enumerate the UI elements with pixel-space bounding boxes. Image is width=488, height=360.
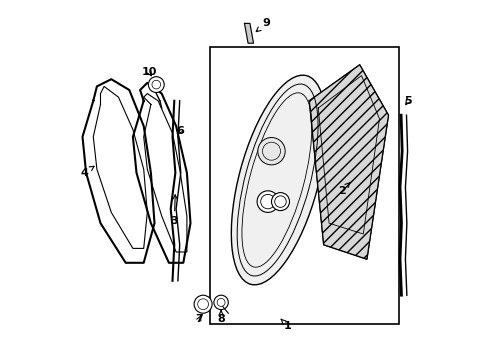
Text: 7: 7 [195,314,203,324]
Text: 10: 10 [141,67,157,77]
Circle shape [194,295,212,313]
Ellipse shape [231,75,325,285]
Text: 6: 6 [175,126,183,136]
Text: 8: 8 [217,311,224,324]
FancyBboxPatch shape [210,47,399,324]
Circle shape [257,138,285,165]
Text: 2: 2 [337,182,349,196]
Circle shape [213,295,228,310]
Text: 4: 4 [80,166,94,178]
Text: 1: 1 [281,319,291,331]
Text: 5: 5 [404,96,411,106]
Polygon shape [244,23,253,43]
Circle shape [271,193,289,211]
Text: 9: 9 [256,18,269,32]
Circle shape [257,191,278,212]
Circle shape [148,77,164,93]
Polygon shape [309,65,387,259]
Text: 3: 3 [170,195,178,226]
